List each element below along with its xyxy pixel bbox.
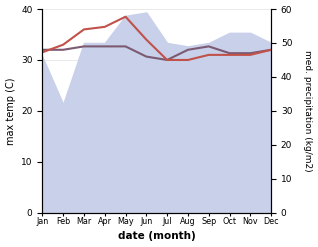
Y-axis label: med. precipitation (kg/m2): med. precipitation (kg/m2) bbox=[303, 50, 313, 172]
Y-axis label: max temp (C): max temp (C) bbox=[5, 77, 16, 145]
X-axis label: date (month): date (month) bbox=[118, 231, 196, 242]
